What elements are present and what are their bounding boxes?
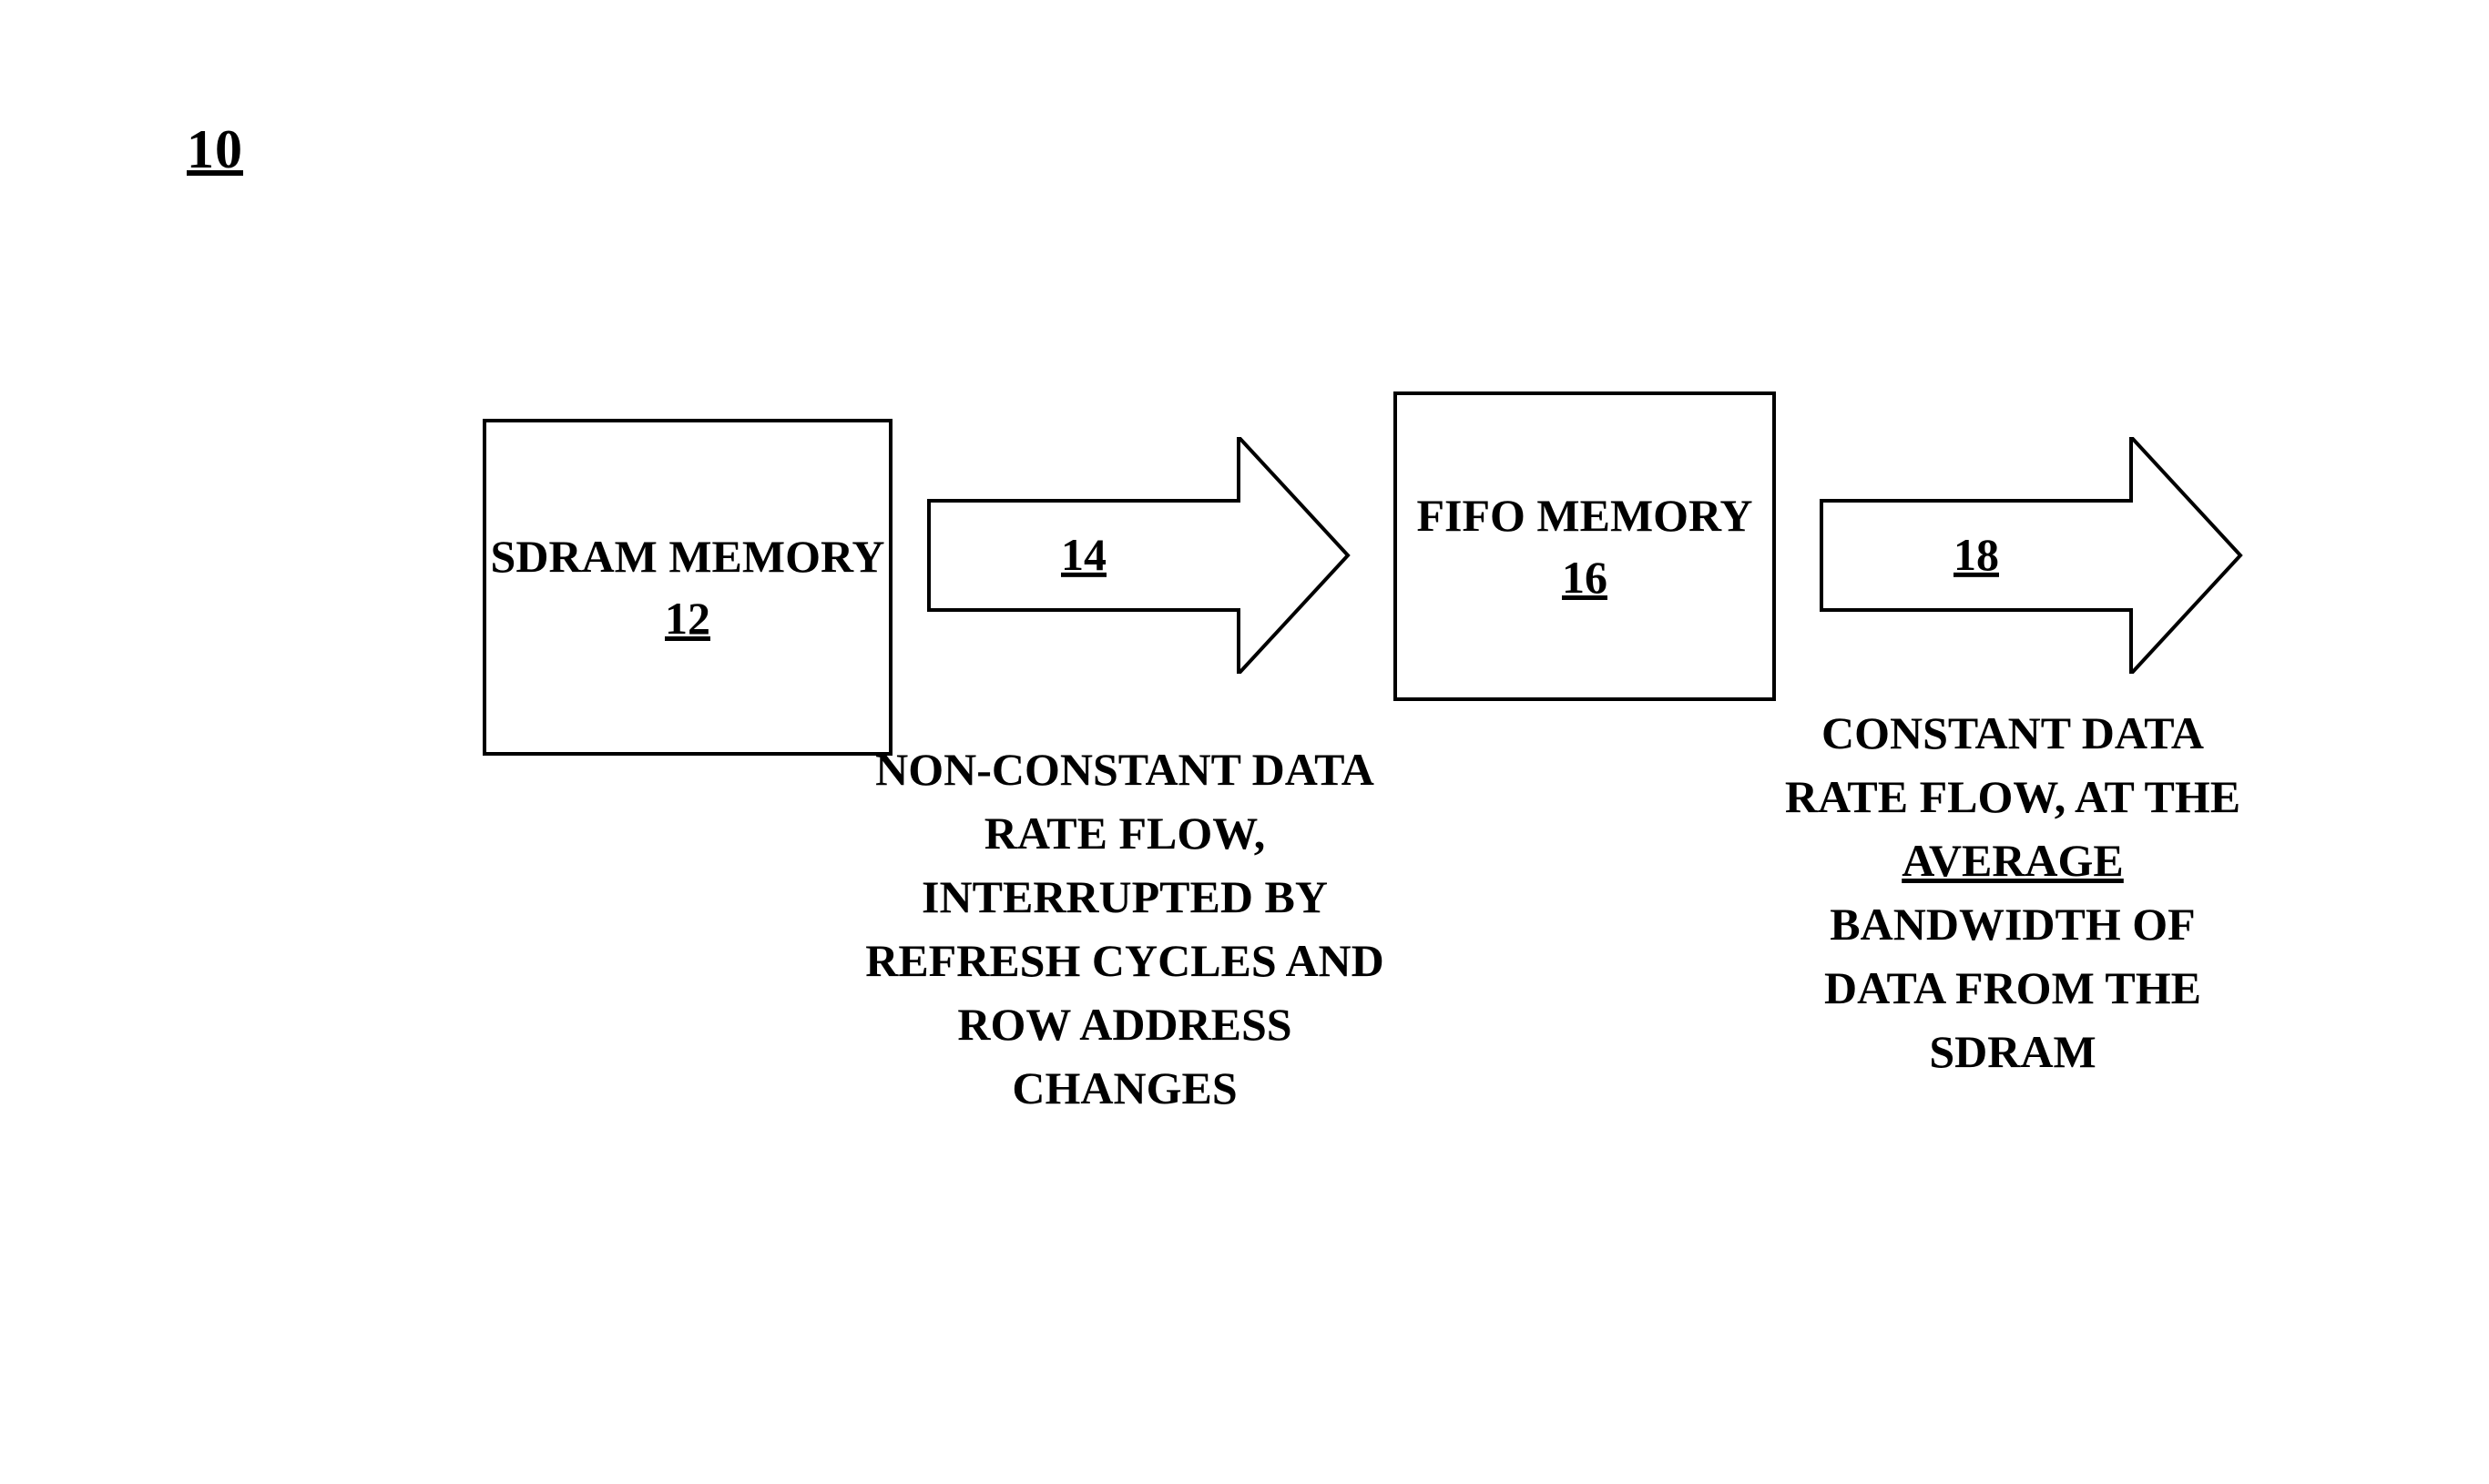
node-fifo-label: FIFO MEMORY — [1416, 487, 1752, 544]
figure-reference-number: 10 — [187, 118, 243, 181]
caption-line: NON-CONSTANT DATA — [875, 744, 1374, 795]
edge-arrow-18: 18 — [1812, 437, 2249, 674]
node-sdram-ref: 12 — [665, 590, 710, 647]
node-fifo-box: FIFO MEMORY 16 — [1393, 391, 1776, 701]
edge-arrow-18-ref: 18 — [1758, 528, 2195, 581]
caption-line: BANDWIDTH OF — [1830, 899, 2195, 950]
caption-line: RATE FLOW, — [984, 808, 1265, 859]
edge-arrow-14-ref: 14 — [865, 528, 1302, 581]
caption-line: DATA FROM THE — [1824, 962, 2201, 1013]
diagram-stage: 10 SDRAM MEMORY 12 FIFO MEMORY 16 14 18 … — [0, 0, 2489, 1484]
node-fifo-ref: 16 — [1562, 549, 1607, 606]
caption-line: SDRAM — [1929, 1026, 2096, 1077]
caption-arrow-14: NON-CONSTANT DATA RATE FLOW, INTERRUPTED… — [861, 737, 1389, 1120]
caption-line: INTERRUPTED BY — [922, 871, 1328, 922]
caption-line: CHANGES — [1012, 1062, 1237, 1113]
caption-arrow-18: CONSTANT DATA RATE FLOW, AT THE AVERAGE … — [1776, 701, 2249, 1083]
node-sdram-label: SDRAM MEMORY — [491, 528, 885, 585]
node-sdram-box: SDRAM MEMORY 12 — [483, 419, 893, 756]
caption-line-underlined: AVERAGE — [1902, 835, 2124, 886]
edge-arrow-14: 14 — [920, 437, 1357, 674]
caption-line: RATE FLOW, AT THE — [1785, 771, 2240, 822]
caption-line: REFRESH CYCLES AND — [865, 935, 1384, 986]
caption-line: ROW ADDRESS — [957, 999, 1291, 1050]
caption-line: CONSTANT DATA — [1821, 707, 2204, 758]
